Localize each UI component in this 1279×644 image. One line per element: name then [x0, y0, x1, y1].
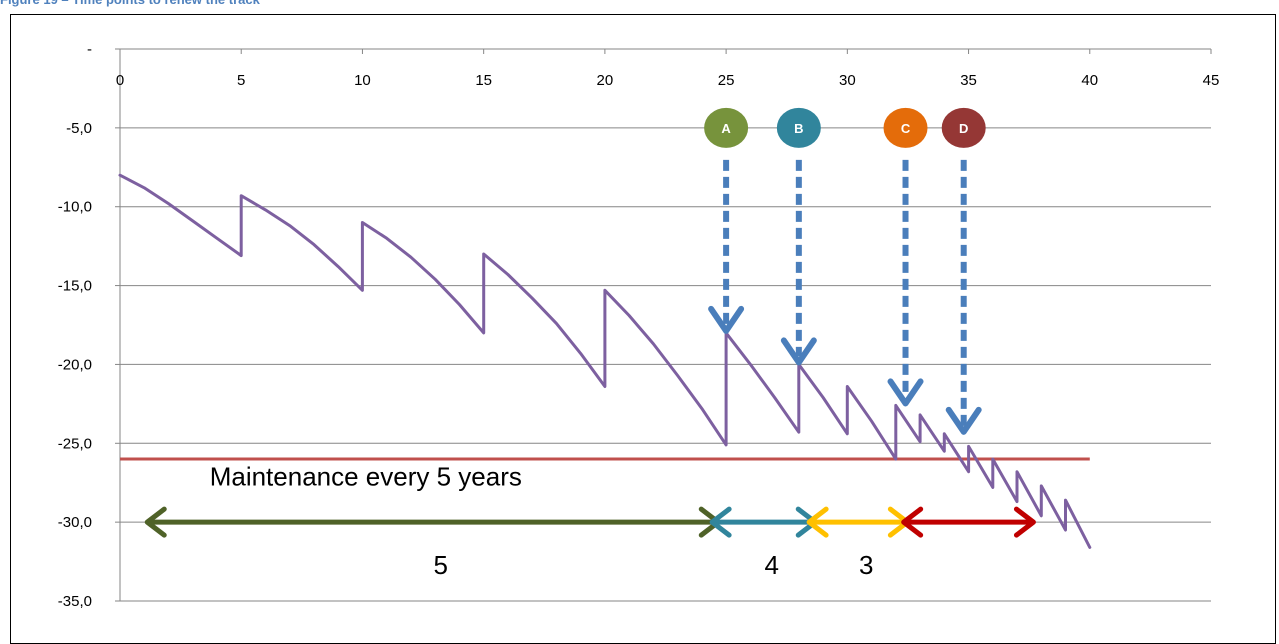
y-tick-label: -30,0: [58, 514, 92, 531]
point-label-c: C: [901, 121, 911, 136]
x-tick-label: 25: [718, 72, 735, 89]
point-circle-d: [941, 107, 986, 148]
annotation-text: Maintenance every 5 years: [210, 461, 522, 491]
span-arrow-head-left: [901, 506, 924, 538]
y-tick-label: -: [87, 41, 92, 58]
point-label-b: B: [794, 121, 803, 136]
point-label-a: A: [721, 121, 731, 136]
span-label: 3: [859, 550, 873, 580]
point-circle-c: [883, 107, 928, 148]
x-tick-label: 15: [475, 72, 492, 89]
span-arrow-head-left: [709, 506, 732, 538]
point-label-d: D: [959, 121, 968, 136]
x-tick-label: 35: [960, 72, 977, 89]
y-tick-label: -20,0: [58, 356, 92, 373]
series-line: [118, 173, 1092, 549]
y-tick-label: -10,0: [58, 199, 92, 216]
figure-caption: Figure 19 – Time points to renew the tra…: [0, 0, 600, 8]
dashed-arrow-head: [945, 406, 982, 435]
span-label: 5: [434, 550, 448, 580]
span-arrow-head-left: [806, 506, 829, 538]
span-arrow-head-right: [1013, 506, 1036, 538]
y-tick-label: -35,0: [58, 593, 92, 610]
dashed-arrow-head: [780, 337, 817, 366]
span-label: 4: [764, 550, 778, 580]
x-tick-label: 10: [354, 72, 371, 89]
dashed-arrow-head: [708, 305, 745, 334]
point-circle-a: [704, 107, 749, 148]
y-tick-label: -15,0: [58, 278, 92, 295]
x-tick-label: 5: [237, 72, 245, 89]
chart-frame: [10, 14, 1276, 644]
point-circle-b: [776, 107, 821, 148]
dashed-arrow-head: [887, 378, 924, 407]
x-tick-label: 0: [116, 72, 124, 89]
y-tick-label: -25,0: [58, 435, 92, 452]
x-tick-label: 20: [597, 72, 614, 89]
x-tick-label: 30: [839, 72, 856, 89]
y-tick-label: -5,0: [66, 120, 92, 137]
figure-caption-text: Figure 19 – Time points to renew the tra…: [0, 0, 260, 8]
x-tick-label: 45: [1203, 72, 1220, 89]
x-tick-label: 40: [1081, 72, 1098, 89]
span-arrow-head-left: [144, 506, 167, 538]
